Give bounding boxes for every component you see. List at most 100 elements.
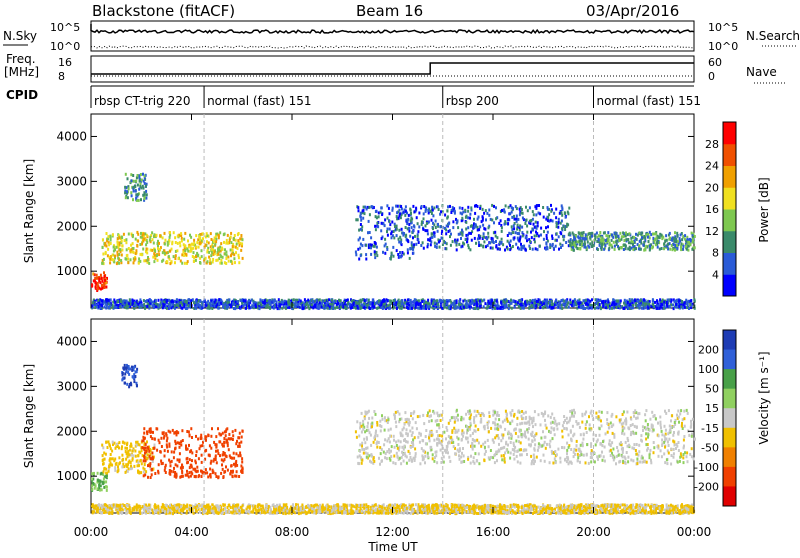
echo-cell xyxy=(206,471,208,474)
echo-cell xyxy=(622,231,624,234)
echo-cell xyxy=(587,303,589,306)
echo-cell xyxy=(572,232,574,235)
echo-cell xyxy=(453,306,455,309)
echo-cell xyxy=(136,384,138,387)
echo-cell xyxy=(206,232,208,235)
echo-cell xyxy=(671,237,673,240)
echo-cell xyxy=(509,244,511,247)
echo-cell xyxy=(100,307,102,310)
echo-cell xyxy=(599,244,601,247)
echo-cell xyxy=(164,243,166,246)
echo-cell xyxy=(529,247,531,250)
echo-cell xyxy=(151,231,153,234)
echo-cell xyxy=(101,444,103,447)
echo-cell xyxy=(108,243,110,246)
echo-cell xyxy=(212,471,214,474)
echo-cell xyxy=(495,240,497,243)
echo-cell xyxy=(362,217,364,220)
echo-cell xyxy=(540,301,542,304)
echo-cell xyxy=(139,298,141,301)
echo-cell xyxy=(226,239,228,242)
echo-cell xyxy=(638,231,640,234)
echo-cell xyxy=(636,458,638,461)
echo-cell xyxy=(501,209,503,212)
echo-cell xyxy=(547,231,549,234)
echo-cell xyxy=(133,190,135,193)
echo-cell xyxy=(479,300,481,303)
echo-cell xyxy=(195,259,197,262)
echo-cell xyxy=(198,235,200,238)
echo-cell xyxy=(217,452,219,455)
echo-cell xyxy=(382,251,384,254)
echo-cell xyxy=(146,248,148,251)
echo-cell xyxy=(567,212,569,215)
echo-cell xyxy=(624,244,626,247)
echo-cell xyxy=(418,241,420,244)
echo-cell xyxy=(512,245,514,248)
echo-cell xyxy=(213,458,215,461)
echo-cell xyxy=(370,444,372,447)
echo-cell xyxy=(225,428,227,431)
echo-cell xyxy=(498,437,500,440)
echo-cell xyxy=(181,429,183,432)
echo-cell xyxy=(125,367,127,370)
echo-cell xyxy=(517,218,519,221)
echo-cell xyxy=(604,244,606,247)
echo-cell xyxy=(133,186,135,189)
echo-cell xyxy=(614,232,616,235)
echo-cell xyxy=(133,376,135,379)
echo-cell xyxy=(483,236,485,239)
echo-cell xyxy=(611,307,613,310)
echo-cell xyxy=(577,302,579,305)
echo-cell xyxy=(426,305,428,308)
echo-cell xyxy=(532,210,534,213)
echo-cell xyxy=(406,302,408,305)
echo-cell xyxy=(420,244,422,247)
echo-cell xyxy=(317,306,319,309)
echo-cell xyxy=(162,306,164,309)
echo-cell xyxy=(181,240,183,243)
echo-cell xyxy=(196,241,198,244)
echo-cell xyxy=(353,302,355,305)
echo-cell xyxy=(669,248,671,251)
echo-cell xyxy=(233,238,235,241)
echo-cell xyxy=(239,237,241,240)
echo-cell xyxy=(465,221,467,224)
echo-cell xyxy=(189,450,191,453)
echo-cell xyxy=(412,252,414,255)
echo-cell xyxy=(550,210,552,213)
echo-cell xyxy=(181,471,183,474)
echo-cell xyxy=(307,304,309,307)
echo-cell xyxy=(281,301,283,304)
echo-cell xyxy=(494,307,496,310)
echo-cell xyxy=(98,277,100,280)
echo-cell xyxy=(141,304,143,307)
echo-cell xyxy=(601,243,603,246)
echo-cell xyxy=(580,433,582,436)
echo-cell xyxy=(105,480,107,483)
echo-cell xyxy=(559,303,561,306)
echo-cell xyxy=(507,222,509,225)
echo-cell xyxy=(514,306,516,309)
velocity-panel-frame xyxy=(91,319,694,513)
echo-cell xyxy=(528,307,530,310)
echo-cell xyxy=(535,221,537,224)
echo-cell xyxy=(467,237,469,240)
echo-cell xyxy=(188,245,190,248)
echo-cell xyxy=(225,257,227,260)
echo-cell xyxy=(259,307,261,310)
echo-cell xyxy=(252,304,254,307)
echo-cell xyxy=(140,186,142,189)
echo-cell xyxy=(663,307,665,310)
echo-cell xyxy=(144,473,146,476)
echo-cell xyxy=(124,442,126,445)
echo-cell xyxy=(124,382,126,385)
echo-cell xyxy=(183,254,185,257)
echo-cell xyxy=(405,210,407,213)
echo-cell xyxy=(467,441,469,444)
echo-cell xyxy=(609,307,611,310)
echo-cell xyxy=(384,300,386,303)
echo-cell xyxy=(300,300,302,303)
echo-cell xyxy=(128,452,130,455)
echo-cell xyxy=(121,236,123,239)
